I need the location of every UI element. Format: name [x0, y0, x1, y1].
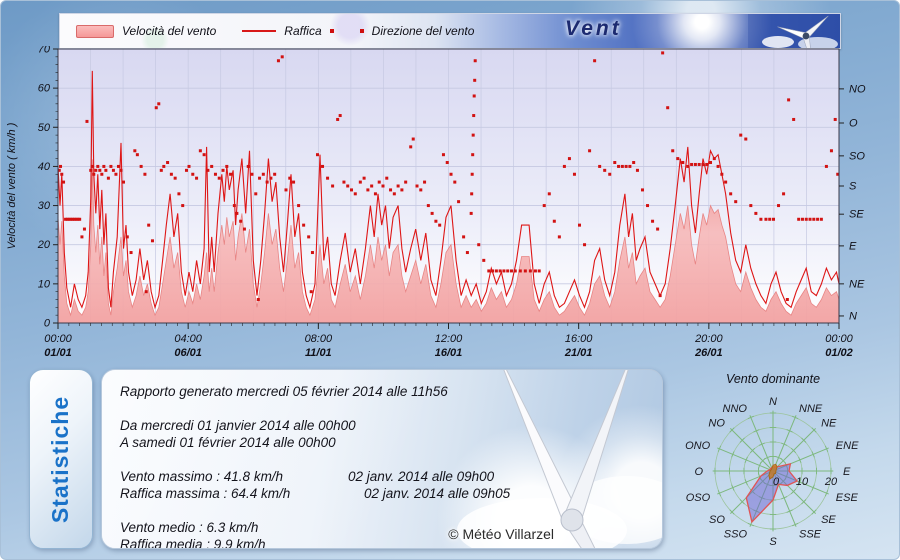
copyright-label: © Météo Villarzel [448, 526, 554, 542]
line-swatch-icon [242, 30, 277, 32]
svg-text:ONO: ONO [685, 440, 711, 452]
svg-text:70: 70 [38, 46, 51, 56]
svg-text:ESE: ESE [836, 492, 859, 504]
svg-text:SSE: SSE [799, 529, 822, 541]
wind-rose-title: Vento dominante [725, 372, 821, 386]
legend-label: Raffica [284, 24, 322, 38]
svg-text:50: 50 [38, 122, 51, 134]
svg-text:12:00: 12:00 [435, 333, 463, 345]
statistics-tab: Statistiche [29, 369, 93, 549]
svg-text:01/01: 01/01 [44, 347, 72, 359]
svg-text:04:00: 04:00 [174, 333, 202, 345]
svg-text:00:00: 00:00 [825, 333, 853, 345]
svg-text:0: 0 [773, 476, 780, 488]
svg-text:00:00: 00:00 [44, 333, 72, 345]
svg-text:SSO: SSO [724, 529, 748, 541]
svg-text:SO: SO [709, 514, 725, 526]
wind-chart-svg: 0 10 20 30 40 50 60 70 NO O SO S SE E NE N 00:00 01/01 04:… [6, 46, 866, 359]
svg-text:S: S [769, 536, 777, 548]
svg-text:06/01: 06/01 [174, 347, 202, 359]
svg-text:20:00: 20:00 [694, 333, 723, 345]
svg-text:0: 0 [44, 318, 51, 330]
svg-text:20: 20 [37, 239, 51, 251]
svg-text:Velocità del vento ( km/h ): Velocità del vento ( km/h ) [6, 122, 18, 249]
svg-text:N: N [769, 396, 777, 408]
avg-wind-row: Vento medio : 6.3 km/h [120, 519, 259, 535]
svg-text:E: E [849, 240, 857, 252]
svg-text:60: 60 [38, 83, 51, 95]
max-gust-value: Raffica massima : 64.4 km/h [120, 486, 291, 502]
legend-item-wind-direction: Direzione del vento [359, 24, 475, 38]
svg-text:SE: SE [821, 514, 836, 526]
svg-text:OSO: OSO [686, 492, 711, 504]
svg-text:40: 40 [38, 161, 51, 173]
svg-text:NO: NO [849, 83, 866, 95]
statistics-panel: Rapporto generato mercredi 05 février 20… [101, 369, 663, 549]
page-title: Vent [565, 17, 622, 40]
max-gust-row: Raffica massima : 64.4 km/h 02 janv. 201… [120, 485, 510, 503]
svg-text:SE: SE [849, 209, 864, 221]
svg-text:26/01: 26/01 [694, 347, 723, 359]
svg-text:NO: NO [708, 418, 725, 430]
header-banner: Velocità del vento Raffica Direzione del… [59, 13, 841, 49]
legend-item-gust: Raffica [242, 24, 334, 38]
svg-text:O: O [694, 466, 703, 478]
svg-text:ENE: ENE [836, 440, 859, 452]
area-swatch-icon [76, 24, 114, 38]
avg-gust-row: Raffica media : 9.9 km/h [120, 537, 266, 549]
dot-marker-icon [359, 29, 364, 33]
svg-text:01/02: 01/02 [825, 347, 853, 359]
windmill-icon [748, 14, 840, 48]
svg-text:E: E [843, 466, 851, 478]
svg-text:20: 20 [824, 476, 838, 488]
legend-label: Direzione del vento [371, 24, 475, 38]
svg-text:O: O [849, 117, 858, 129]
period-to-line: A samedi 01 février 2014 alle 00h00 [120, 435, 336, 451]
svg-text:SO: SO [849, 150, 865, 162]
chart-legend: Velocità del vento Raffica Direzione del… [76, 14, 474, 48]
max-wind-row: Vento massimo : 41.8 km/h 02 janv. 2014 … [120, 468, 510, 486]
svg-text:16:00: 16:00 [565, 333, 593, 345]
svg-text:NE: NE [821, 418, 837, 430]
dot-marker-icon [329, 29, 334, 33]
svg-text:10: 10 [38, 278, 51, 290]
svg-text:NE: NE [849, 278, 865, 290]
svg-text:16/01: 16/01 [435, 347, 463, 359]
statistics-tab-label: Statistiche [47, 395, 74, 523]
svg-text:08:00: 08:00 [305, 333, 333, 345]
svg-text:10: 10 [796, 476, 809, 488]
svg-text:S: S [849, 181, 857, 193]
svg-text:11/01: 11/01 [305, 347, 332, 359]
max-wind-value: Vento massimo : 41.8 km/h [120, 468, 284, 484]
period-from-line: Da mercredi 01 janvier 2014 alle 00h00 [120, 417, 356, 433]
svg-text:NNO: NNO [723, 403, 748, 415]
max-gust-when: 02 janv. 2014 alle 09h05 [364, 486, 511, 502]
svg-text:NNE: NNE [799, 403, 823, 415]
svg-text:21/01: 21/01 [564, 347, 593, 359]
svg-text:30: 30 [38, 200, 51, 212]
report-generated-line: Rapporto generato mercredi 05 février 20… [120, 384, 448, 399]
legend-item-wind-speed: Velocità del vento [76, 24, 216, 38]
legend-label: Velocità del vento [122, 24, 217, 38]
svg-text:N: N [849, 310, 857, 322]
max-wind-when: 02 janv. 2014 alle 09h00 [348, 468, 495, 484]
statistics-text: Rapporto generato mercredi 05 février 20… [120, 383, 510, 549]
